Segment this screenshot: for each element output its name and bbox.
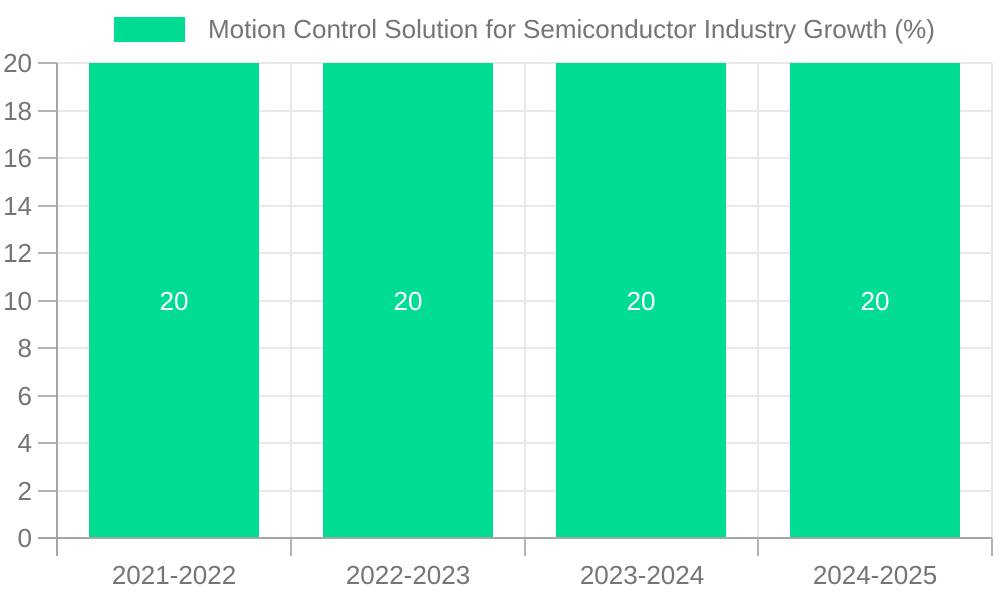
x-tick-mark — [757, 538, 759, 556]
bar — [556, 63, 726, 538]
legend-item[interactable]: Motion Control Solution for Semiconducto… — [114, 15, 935, 44]
y-tick-mark — [38, 252, 57, 254]
y-tick-label: 8 — [17, 333, 32, 363]
y-tick-mark — [38, 442, 57, 444]
x-axis-line — [38, 537, 992, 539]
y-tick-label: 0 — [17, 523, 32, 553]
bar — [89, 63, 259, 538]
bar-value-label: 20 — [626, 286, 656, 316]
y-tick-label: 6 — [17, 381, 32, 411]
y-tick-label: 4 — [17, 428, 32, 458]
x-gridline — [991, 63, 993, 538]
bar-value-label: 20 — [393, 286, 423, 316]
bar — [790, 63, 960, 538]
x-tick-mark — [290, 538, 292, 556]
bar-value-label: 20 — [860, 286, 890, 316]
y-tick-label: 10 — [3, 286, 32, 316]
x-tick-label: 2021-2022 — [111, 560, 237, 590]
y-tick-label: 16 — [3, 143, 32, 173]
y-tick-label: 14 — [3, 191, 32, 221]
y-tick-mark — [38, 62, 57, 64]
y-tick-mark — [38, 110, 57, 112]
y-tick-mark — [38, 300, 57, 302]
y-axis-line — [56, 63, 58, 556]
y-tick-mark — [38, 490, 57, 492]
y-tick-label: 18 — [3, 96, 32, 126]
x-gridline — [290, 63, 292, 538]
y-tick-label: 2 — [17, 476, 32, 506]
x-tick-label: 2022-2023 — [345, 560, 471, 590]
x-tick-label: 2023-2024 — [579, 560, 705, 590]
y-tick-label: 12 — [3, 238, 32, 268]
y-tick-mark — [38, 395, 57, 397]
x-tick-mark — [524, 538, 526, 556]
x-tick-label: 2024-2025 — [812, 560, 938, 590]
y-tick-mark — [38, 347, 57, 349]
x-tick-mark — [991, 538, 993, 556]
y-tick-mark — [38, 205, 57, 207]
bar — [323, 63, 493, 538]
y-tick-label: 20 — [3, 48, 32, 78]
x-gridline — [757, 63, 759, 538]
x-gridline — [524, 63, 526, 538]
legend-label: Motion Control Solution for Semiconducto… — [208, 14, 935, 44]
y-tick-mark — [38, 157, 57, 159]
bar-value-label: 20 — [159, 286, 189, 316]
legend-swatch — [114, 16, 185, 42]
